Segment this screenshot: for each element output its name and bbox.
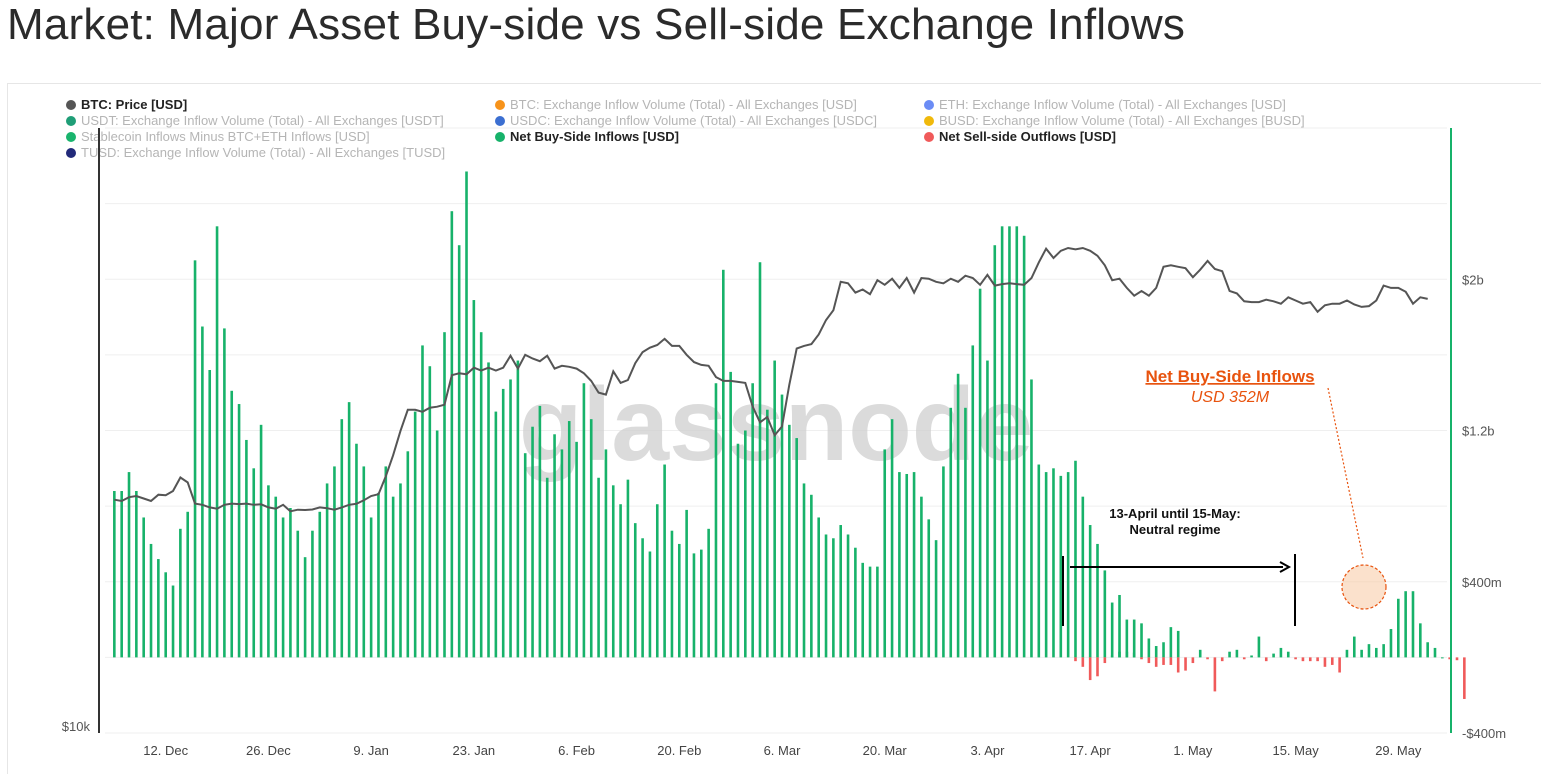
legend-dot xyxy=(66,132,76,142)
legend-item-tusd[interactable]: TUSD: Exchange Inflow Volume (Total) - A… xyxy=(66,145,445,161)
legend-item-net-buy-side[interactable]: Net Buy-Side Inflows [USD] xyxy=(495,129,679,145)
legend-item-btc-inflow[interactable]: BTC: Exchange Inflow Volume (Total) - Al… xyxy=(495,97,857,113)
legend-item-net-sell-side[interactable]: Net Sell-side Outflows [USD] xyxy=(924,129,1116,145)
legend-dot xyxy=(495,100,505,110)
chart-panel xyxy=(7,83,1541,774)
legend-dot xyxy=(66,116,76,126)
legend-dot xyxy=(66,100,76,110)
legend-dot xyxy=(924,132,934,142)
legend-item-usdc[interactable]: USDC: Exchange Inflow Volume (Total) - A… xyxy=(495,113,877,129)
legend-item-usdt[interactable]: USDT: Exchange Inflow Volume (Total) - A… xyxy=(66,113,444,129)
legend-dot xyxy=(924,100,934,110)
legend-dot xyxy=(924,116,934,126)
legend-item-busd[interactable]: BUSD: Exchange Inflow Volume (Total) - A… xyxy=(924,113,1305,129)
legend-item-btc-price[interactable]: BTC: Price [USD] xyxy=(66,97,187,113)
legend-dot xyxy=(66,148,76,158)
legend-item-eth-inflow[interactable]: ETH: Exchange Inflow Volume (Total) - Al… xyxy=(924,97,1286,113)
legend-dot xyxy=(495,116,505,126)
legend-dot xyxy=(495,132,505,142)
page-title: Market: Major Asset Buy-side vs Sell-sid… xyxy=(7,0,1186,49)
legend-item-stablecoin-minus[interactable]: Stablecoin Inflows Minus BTC+ETH Inflows… xyxy=(66,129,370,145)
